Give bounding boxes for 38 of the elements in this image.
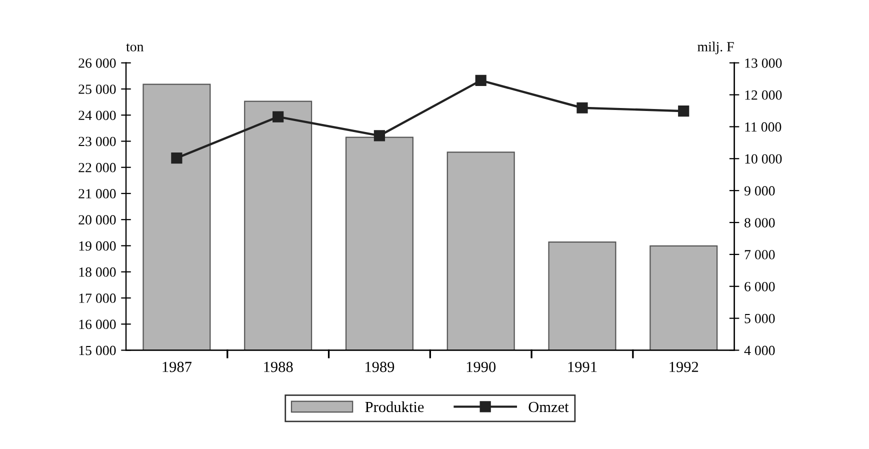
y2-tick-label: 10 000	[745, 154, 782, 164]
y-tick-label: 16 000	[79, 320, 116, 330]
y-tick-label: 26 000	[78, 58, 116, 68]
point	[475, 74, 486, 86]
x-tick-label: 1988	[264, 362, 293, 372]
y-tick-label: 15 000	[79, 346, 116, 356]
x-tick-label: 1991	[568, 362, 597, 372]
y2-tick-label: 12 000	[745, 90, 782, 100]
point	[171, 152, 182, 164]
y2-axis-title: milj. F	[698, 42, 734, 54]
y2-tick-label: 7 000	[744, 250, 775, 260]
y-tick-label: 23 000	[78, 136, 116, 146]
y2-tick-label: 13 000	[745, 58, 782, 68]
y2-tick-label: 8 000	[744, 218, 775, 228]
legend-label: Produktie	[365, 401, 424, 412]
y-tick-label: 20 000	[78, 215, 116, 225]
y-tick-label: 17 000	[79, 294, 116, 303]
y2-tick-label: 9 000	[744, 186, 775, 196]
x-tick-label: 1992	[670, 362, 698, 372]
y-tick-label: 25 000	[78, 84, 116, 94]
y-tick-label: 21 000	[78, 189, 116, 198]
point	[678, 106, 690, 117]
point	[374, 130, 386, 142]
y2-tick-label: 6 000	[744, 282, 775, 292]
y-tick-label: 22 000	[78, 162, 116, 172]
point	[576, 102, 588, 114]
x-tick-label: 1989	[366, 362, 394, 372]
y-tick-label: 18 000	[79, 267, 116, 277]
point	[272, 111, 284, 122]
x-tick-label: 1990	[466, 362, 496, 372]
legend-label: Omzet	[528, 402, 569, 412]
x-tick-label: 1987	[162, 362, 192, 372]
y-tick-label: 19 000	[79, 241, 116, 251]
y2-tick-label: 5 000	[744, 314, 775, 324]
y-tick-label: 24 000	[78, 110, 116, 120]
y2-tick-label: 11 000	[745, 122, 782, 132]
y-axis-title: ton	[126, 43, 144, 52]
y2-tick-label: 4 000	[744, 346, 775, 356]
